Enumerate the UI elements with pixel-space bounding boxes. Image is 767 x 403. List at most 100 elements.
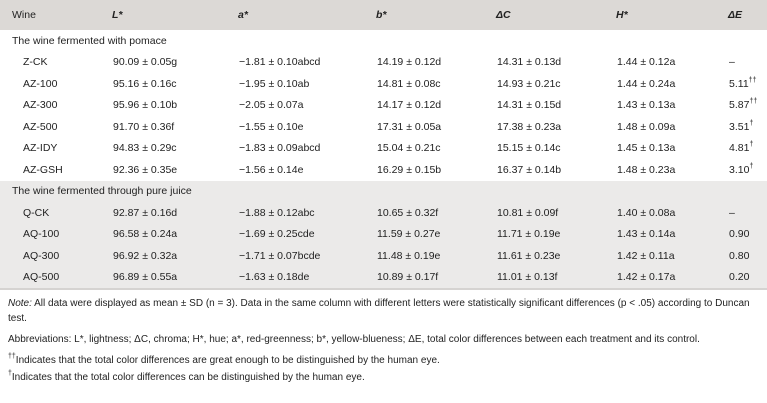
group-juice: The wine fermented through pure juice Q-…	[0, 180, 767, 290]
de-value: 0.90	[729, 228, 750, 241]
dc-value: 15.15 ± 0.14c	[497, 142, 561, 155]
wine-name: AZ-300	[23, 99, 58, 112]
wine-name: AQ-300	[23, 249, 60, 262]
b-value: 10.89 ± 0.17f	[368, 266, 488, 290]
header-row: Wine L* a* b* ΔC H* ΔE	[0, 0, 767, 30]
de-value: 0.80	[729, 249, 750, 262]
b-value: 11.59 ± 0.27e	[377, 228, 441, 241]
footnote-double-dagger: ††Indicates that the total color differe…	[8, 353, 440, 366]
table-row: AZ-300 95.96 ± 0.10b −2.05 ± 0.07a 14.17…	[0, 95, 767, 117]
table-row: AZ-500 91.70 ± 0.36f −1.55 ± 0.10e 17.31…	[0, 116, 767, 138]
significance-mark: ††	[749, 98, 758, 106]
b-value: 10.65 ± 0.32f	[377, 206, 439, 219]
l-value: 90.09 ± 0.05g	[113, 56, 178, 69]
b-value: 14.17 ± 0.12d	[377, 99, 442, 112]
l-value: 91.70 ± 0.36f	[113, 120, 175, 133]
table-notes: Note: All data were displayed as mean ± …	[0, 290, 767, 385]
h-value: 1.48 ± 0.23a	[617, 163, 676, 176]
wine-name: AZ-500	[23, 120, 58, 133]
l-value: 95.96 ± 0.10b	[113, 99, 178, 112]
table-row: AQ-100 96.58 ± 0.24a −1.69 ± 0.25cde 11.…	[0, 224, 767, 246]
significance-mark: ††	[748, 76, 757, 84]
wine-name: AZ-100	[23, 77, 58, 90]
wine-color-table: Wine L* a* b* ΔC H* ΔE The wine fermente…	[0, 0, 767, 290]
h-value: 1.44 ± 0.12a	[617, 56, 676, 69]
wine-name: AQ-100	[23, 228, 60, 241]
h-value: 1.43 ± 0.13a	[617, 99, 676, 112]
b-value: 17.31 ± 0.05a	[377, 120, 442, 133]
wine-name: Z-CK	[23, 56, 48, 69]
de-value: –	[729, 56, 735, 69]
col-h: H*	[616, 9, 628, 21]
col-a: a*	[238, 9, 248, 21]
section-label: The wine fermented through pure juice	[12, 185, 192, 198]
abbreviations: Abbreviations: L*, lightness; ΔC, chroma…	[8, 334, 700, 345]
dc-value: 10.81 ± 0.09f	[497, 206, 559, 219]
dc-value: 11.61 ± 0.23e	[497, 249, 561, 262]
dc-value: 16.37 ± 0.14b	[497, 163, 562, 176]
table-row: AQ-300 96.92 ± 0.32a −1.71 ± 0.07bcde 11…	[0, 245, 767, 267]
l-value: 96.89 ± 0.55a	[104, 266, 230, 290]
h-value: 1.43 ± 0.14a	[617, 228, 676, 241]
dc-value: 17.38 ± 0.23a	[497, 120, 562, 133]
l-value: 92.36 ± 0.35e	[113, 163, 178, 176]
section-row: The wine fermented through pure juice	[0, 181, 767, 203]
col-b: b*	[376, 9, 387, 21]
h-value: 1.40 ± 0.08a	[617, 206, 676, 219]
a-value: −1.55 ± 0.10e	[239, 120, 304, 133]
group-pomace: The wine fermented with pomace Z-CK 90.0…	[0, 30, 767, 181]
a-value: −1.83 ± 0.09abcd	[239, 142, 321, 155]
a-value: −2.05 ± 0.07a	[239, 99, 304, 112]
b-value: 14.19 ± 0.12d	[377, 56, 442, 69]
de-value: 4.81†	[729, 141, 754, 155]
b-value: 11.48 ± 0.19e	[377, 249, 441, 262]
col-dc: ΔC	[496, 9, 511, 21]
section-row: The wine fermented with pomace	[0, 30, 767, 52]
h-value: 1.42 ± 0.11a	[617, 249, 675, 262]
dc-value: 14.93 ± 0.21c	[497, 77, 561, 90]
de-value: 3.51†	[729, 119, 754, 133]
wine-name: AQ-500	[0, 266, 104, 290]
a-value: −1.63 ± 0.18de	[230, 266, 368, 290]
a-value: −1.56 ± 0.14e	[239, 163, 304, 176]
dc-value: 14.31 ± 0.13d	[497, 56, 562, 69]
table-row: AQ-500 96.89 ± 0.55a −1.63 ± 0.18de 10.8…	[0, 266, 767, 290]
de-value: 5.11††	[729, 76, 757, 90]
de-value: 5.87††	[729, 98, 758, 112]
dc-value: 11.71 ± 0.19e	[497, 228, 561, 241]
de-value: 3.10†	[729, 162, 754, 176]
l-value: 94.83 ± 0.29c	[113, 142, 177, 155]
h-value: 1.48 ± 0.09a	[617, 120, 676, 133]
a-value: −1.69 ± 0.25cde	[239, 228, 315, 241]
a-value: −1.88 ± 0.12abc	[239, 206, 315, 219]
b-value: 15.04 ± 0.21c	[377, 142, 441, 155]
de-value: –	[729, 206, 735, 219]
wine-name: AZ-GSH	[23, 163, 63, 176]
dc-value: 14.31 ± 0.15d	[497, 99, 562, 112]
table-row: AZ-IDY 94.83 ± 0.29c −1.83 ± 0.09abcd 15…	[0, 138, 767, 160]
table-row: Z-CK 90.09 ± 0.05g −1.81 ± 0.10abcd 14.1…	[0, 52, 767, 74]
b-value: 16.29 ± 0.15b	[377, 163, 442, 176]
section-label: The wine fermented with pomace	[12, 34, 167, 47]
a-value: −1.71 ± 0.07bcde	[239, 249, 321, 262]
table-row: AZ-GSH 92.36 ± 0.35e −1.56 ± 0.14e 16.29…	[0, 159, 767, 181]
footnote-dagger: †Indicates that the total color differen…	[8, 370, 365, 383]
l-value: 96.92 ± 0.32a	[113, 249, 178, 262]
note: Note: All data were displayed as mean ± …	[8, 298, 750, 324]
significance-mark: †	[749, 119, 754, 127]
table-row: AZ-100 95.16 ± 0.16c −1.95 ± 0.10ab 14.8…	[0, 73, 767, 95]
wine-name: AZ-IDY	[23, 142, 58, 155]
b-value: 14.81 ± 0.08c	[377, 77, 441, 90]
wine-name: Q-CK	[23, 206, 50, 219]
h-value: 1.42 ± 0.17a	[608, 266, 720, 290]
a-value: −1.81 ± 0.10abcd	[239, 56, 321, 69]
col-l: L*	[112, 9, 123, 21]
l-value: 95.16 ± 0.16c	[113, 77, 177, 90]
l-value: 96.58 ± 0.24a	[113, 228, 178, 241]
significance-mark: †	[749, 141, 754, 149]
h-value: 1.45 ± 0.13a	[617, 142, 676, 155]
h-value: 1.44 ± 0.24a	[617, 77, 676, 90]
a-value: −1.95 ± 0.10ab	[239, 77, 310, 90]
significance-mark: †	[749, 162, 754, 170]
de-value: 0.20	[720, 266, 767, 290]
